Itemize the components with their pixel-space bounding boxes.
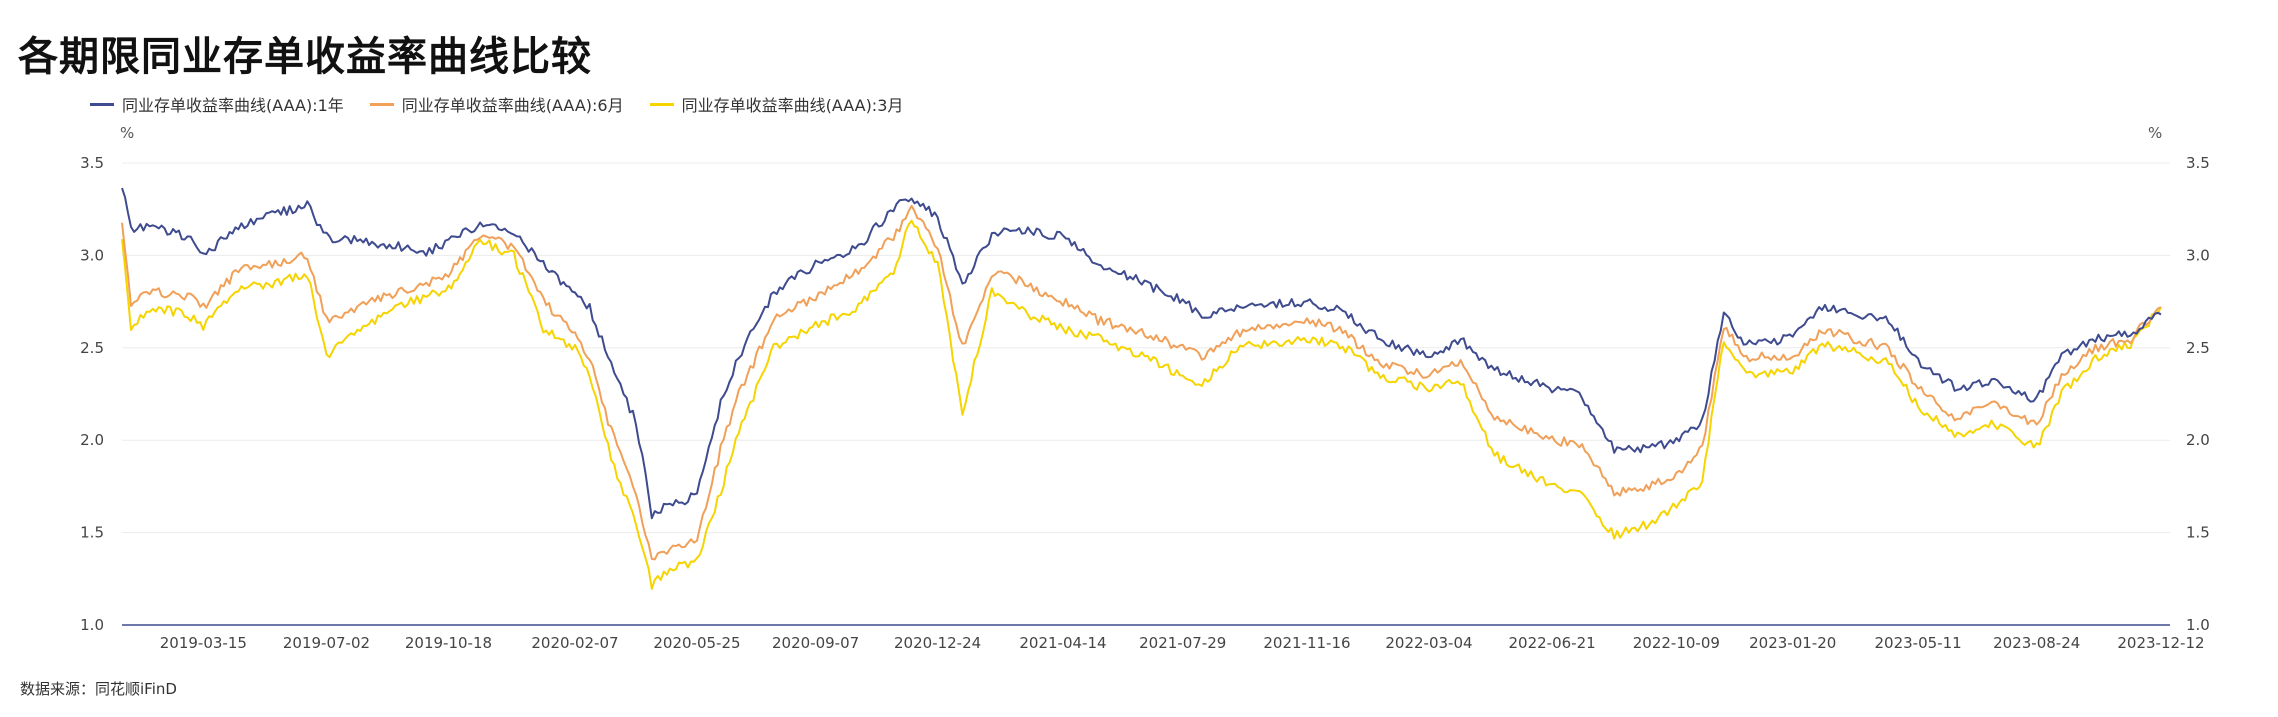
x-tick-label: 2019-03-15	[160, 634, 247, 652]
legend-label: 同业存单收益率曲线(AAA):6月	[401, 96, 624, 115]
x-tick-label: 2021-11-16	[1263, 634, 1350, 652]
x-tick-label: 2022-03-04	[1385, 634, 1472, 652]
chart-title: 各期限同业存单收益率曲线比较	[18, 34, 592, 80]
y-tick-label-left: 2.5	[80, 339, 104, 357]
x-tick-label: 2019-07-02	[283, 634, 370, 652]
y-tick-label-right: 1.5	[2186, 524, 2210, 542]
y-tick-label-left: 1.5	[80, 524, 104, 542]
x-tick-label: 2019-10-18	[405, 634, 492, 652]
series-line-1	[121, 204, 2162, 561]
y-tick-label-right: 2.5	[2186, 339, 2210, 357]
x-tick-label: 2020-02-07	[531, 634, 618, 652]
x-tick-label: 2021-07-29	[1139, 634, 1226, 652]
x-tick-label: 2020-12-24	[894, 634, 981, 652]
y-tick-label-right: 2.0	[2186, 431, 2210, 449]
x-tick-label: 2023-08-24	[1993, 634, 2080, 652]
y-unit-left: %	[120, 124, 135, 142]
x-tick-label: 2023-05-11	[1875, 634, 1962, 652]
legend-swatch	[90, 102, 114, 106]
x-tick-label: 2020-05-25	[653, 634, 740, 652]
y-tick-label-left: 2.0	[80, 431, 104, 449]
x-tick-label: 2022-10-09	[1633, 634, 1720, 652]
legend-item[interactable]: 同业存单收益率曲线(AAA):3月	[649, 92, 904, 116]
legend-item[interactable]: 同业存单收益率曲线(AAA):6月	[369, 92, 624, 116]
legend: 同业存单收益率曲线(AAA):1年 同业存单收益率曲线(AAA):6月 同业存单收益…	[90, 92, 903, 116]
legend-item[interactable]: 同业存单收益率曲线(AAA):1年	[90, 92, 344, 116]
y-tick-label-left: 3.0	[80, 246, 104, 264]
x-tick-label: 2023-01-20	[1749, 634, 1836, 652]
y-tick-label-left: 1.0	[80, 616, 104, 634]
x-tick-label: 2023-12-12	[2117, 634, 2204, 652]
legend-swatch	[369, 102, 394, 106]
x-tick-label: 2020-09-07	[772, 634, 859, 652]
data-source: 数据来源：同花顺iFinD	[20, 680, 177, 698]
legend-swatch	[649, 102, 674, 106]
series-line-2	[121, 219, 2162, 590]
series-line-0	[121, 187, 2162, 520]
y-unit-right: %	[2148, 124, 2163, 142]
legend-label: 同业存单收益率曲线(AAA):1年	[122, 96, 344, 115]
y-tick-label-right: 1.0	[2186, 616, 2210, 634]
x-tick-label: 2021-04-14	[1019, 634, 1106, 652]
x-tick-label: 2022-06-21	[1509, 634, 1596, 652]
y-tick-label-right: 3.5	[2186, 154, 2210, 172]
legend-label: 同业存单收益率曲线(AAA):3月	[681, 96, 904, 115]
y-tick-label-right: 3.0	[2186, 246, 2210, 264]
y-tick-label-left: 3.5	[80, 154, 104, 172]
